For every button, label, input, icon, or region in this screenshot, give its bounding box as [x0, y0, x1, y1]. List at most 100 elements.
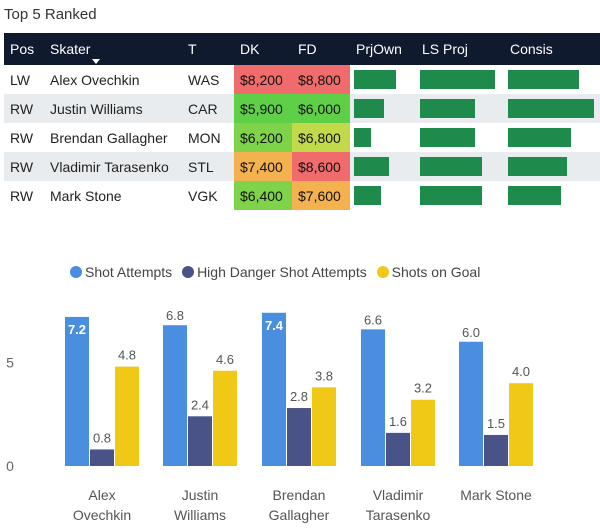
consis-bar	[508, 70, 579, 89]
cell-team: MON	[188, 129, 221, 146]
bar-0-1	[163, 325, 187, 466]
x-tick-label: Williams	[174, 507, 226, 523]
lsproj-bar	[420, 70, 495, 89]
lsproj-bar	[420, 186, 483, 205]
data-label: 7.2	[68, 322, 86, 337]
x-tick-label: Justin	[182, 487, 219, 503]
cell-dk: $7,400	[234, 152, 292, 181]
bar-chart: 0 5 7.2 6.8 7.4 6.6 6.0 0.8 2.4 2.8 1.6 1.5 4.8 4.6 3.…	[6, 308, 533, 523]
ranking-table: Pos Skater T DK FD PrjOwn LS Proj Consis…	[4, 33, 600, 210]
legend-label: High Danger Shot Attempts	[197, 264, 367, 280]
col-header-pos[interactable]: Pos	[4, 33, 44, 65]
x-tick-label: Tarasenko	[366, 507, 431, 523]
bar-0-2	[262, 312, 286, 466]
cell-fd: $6,800	[292, 123, 350, 152]
col-header-team[interactable]: T	[182, 33, 234, 65]
legend-label: Shots on Goal	[391, 264, 481, 280]
data-label: 2.4	[191, 397, 209, 412]
legend-label: Shot Attempts	[85, 264, 173, 280]
prjown-bar	[354, 99, 385, 118]
table-row: RW Mark Stone VGK $6,400 $7,600	[4, 181, 600, 210]
legend-item[interactable]: Shot Attempts	[70, 264, 172, 280]
col-header-skater[interactable]: Skater	[44, 33, 182, 65]
bar-0-0	[65, 316, 89, 466]
bar-2-3	[411, 399, 435, 466]
lsproj-bar	[420, 157, 483, 176]
cell-dk: $6,200	[234, 123, 292, 152]
cell-pos: LW	[10, 71, 30, 88]
cell-dk: $6,400	[234, 181, 292, 210]
data-label: 7.4	[265, 318, 284, 333]
data-label: 6.6	[364, 312, 382, 327]
data-label: 6.0	[462, 325, 480, 340]
cell-team: CAR	[182, 94, 234, 123]
bar-2-1	[213, 370, 237, 466]
col-header-skater-label: Skater	[50, 41, 91, 57]
table-row: RW Brendan Gallagher MON $6,200 $6,800	[4, 123, 600, 152]
data-label: 6.8	[166, 308, 184, 323]
legend-item[interactable]: High Danger Shot Attempts	[182, 264, 367, 280]
x-tick-label: Vladimir	[373, 487, 424, 503]
table-row: RW Justin Williams CAR $5,900 $6,000	[4, 94, 600, 123]
col-header-dk[interactable]: DK	[234, 33, 292, 65]
cell-team: WAS	[188, 71, 220, 88]
x-tick-label: Alex	[88, 487, 115, 503]
legend-dot-icon	[376, 266, 389, 278]
data-label: 3.2	[414, 381, 432, 396]
table-row: LW Alex Ovechkin WAS $8,200 $8,800	[4, 65, 600, 94]
bar-1-3	[386, 432, 410, 466]
cell-pos: RW	[10, 187, 34, 204]
legend-item[interactable]: Shots on Goal	[376, 264, 481, 280]
prjown-bar	[354, 157, 389, 176]
bar-1-4	[484, 434, 508, 466]
data-label: 2.8	[290, 389, 308, 404]
cell-skater: Mark Stone	[50, 187, 122, 204]
legend-dot-icon	[182, 266, 195, 278]
col-header-lsproj[interactable]: LS Proj	[416, 33, 504, 65]
bar-2-0	[115, 366, 139, 466]
y-tick-label: 5	[6, 354, 14, 370]
bar-0-4	[459, 341, 483, 466]
col-header-consis[interactable]: Consis	[504, 33, 600, 65]
legend-dot-icon	[70, 266, 82, 278]
consis-bar	[508, 99, 594, 118]
x-tick-label: Gallagher	[269, 507, 330, 523]
x-tick-label: Brendan	[273, 487, 326, 503]
lsproj-bar	[420, 128, 475, 147]
consis-bar	[508, 157, 568, 176]
bar-2-2	[312, 387, 336, 466]
cell-team: VGK	[188, 187, 218, 204]
cell-pos: RW	[4, 94, 44, 123]
col-header-prjown[interactable]: PrjOwn	[350, 33, 416, 65]
cell-pos: RW	[4, 152, 44, 181]
data-label: 1.5	[487, 416, 505, 431]
bar-1-2	[287, 408, 311, 466]
cell-skater: Alex Ovechkin	[50, 71, 140, 88]
prjown-bar	[354, 70, 396, 89]
data-label: 1.6	[389, 414, 407, 429]
cell-fd: $8,800	[292, 65, 350, 94]
lsproj-bar	[420, 99, 475, 118]
col-header-fd[interactable]: FD	[292, 33, 350, 65]
cell-fd: $7,600	[292, 181, 350, 210]
data-label: 4.0	[512, 364, 530, 379]
sort-descending-icon	[92, 59, 100, 64]
cell-skater: Justin Williams	[44, 94, 182, 123]
cell-fd: $6,000	[292, 94, 350, 123]
cell-team: STL	[182, 152, 234, 181]
bar-1-1	[188, 416, 212, 466]
table-header-row: Pos Skater T DK FD PrjOwn LS Proj Consis	[4, 33, 600, 65]
bar-0-3	[361, 329, 385, 466]
data-label: 0.8	[93, 430, 111, 445]
data-label: 3.8	[315, 368, 333, 383]
x-tick-label: Mark Stone	[460, 487, 532, 503]
cell-dk: $8,200	[234, 65, 292, 94]
page-title: Top 5 Ranked	[4, 6, 97, 23]
cell-skater: Vladimir Tarasenko	[44, 152, 182, 181]
consis-bar	[508, 186, 562, 205]
bar-2-4	[509, 383, 533, 466]
data-label: 4.6	[216, 352, 234, 367]
cell-fd: $8,600	[292, 152, 350, 181]
data-label: 4.8	[118, 348, 136, 363]
chart-legend: Shot Attempts High Danger Shot Attempts …	[70, 264, 486, 280]
